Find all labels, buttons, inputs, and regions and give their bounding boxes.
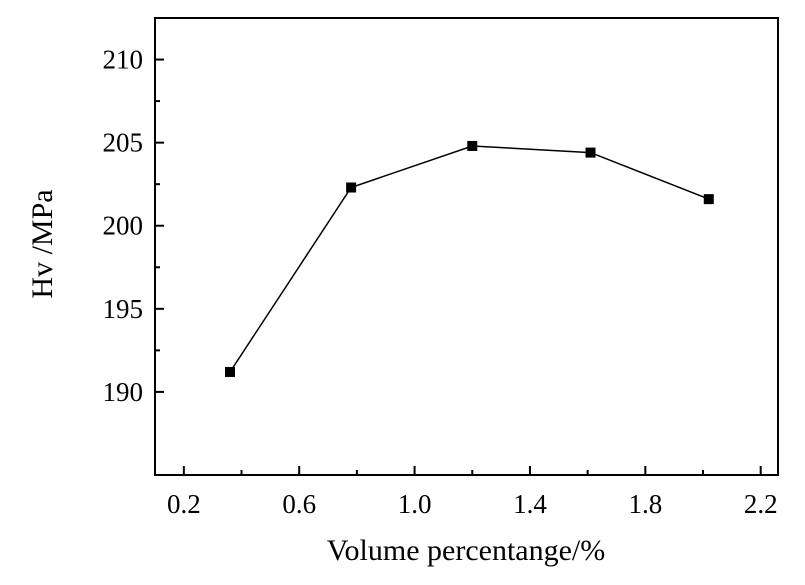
data-point — [467, 140, 478, 151]
y-tick-label: 210 — [103, 45, 144, 75]
x-tick-label: 1.4 — [513, 489, 547, 519]
data-markers — [224, 140, 714, 377]
y-axis: 190 195 200 205 210 — [103, 45, 164, 407]
data-point — [224, 366, 235, 377]
y-tick-label: 190 — [103, 377, 144, 407]
y-tick-label: 200 — [103, 211, 144, 241]
x-tick-label: 2.2 — [744, 489, 778, 519]
x-axis: 0.2 0.6 1.0 1.4 1.8 2.2 — [167, 466, 778, 519]
data-point — [585, 147, 596, 158]
x-axis-title: Volume percentange/% — [327, 534, 606, 567]
y-axis-title: Hv /MPa — [26, 189, 59, 298]
series-line — [229, 145, 710, 373]
plot-frame — [154, 17, 779, 476]
data-point — [703, 194, 714, 205]
x-tick-label: 1.0 — [398, 489, 432, 519]
y-tick-label: 195 — [103, 294, 144, 324]
x-tick-label: 1.8 — [628, 489, 662, 519]
x-tick-label: 0.2 — [167, 489, 201, 519]
y-tick-label: 205 — [103, 128, 144, 158]
data-point — [346, 182, 357, 193]
x-tick-label: 0.6 — [282, 489, 316, 519]
